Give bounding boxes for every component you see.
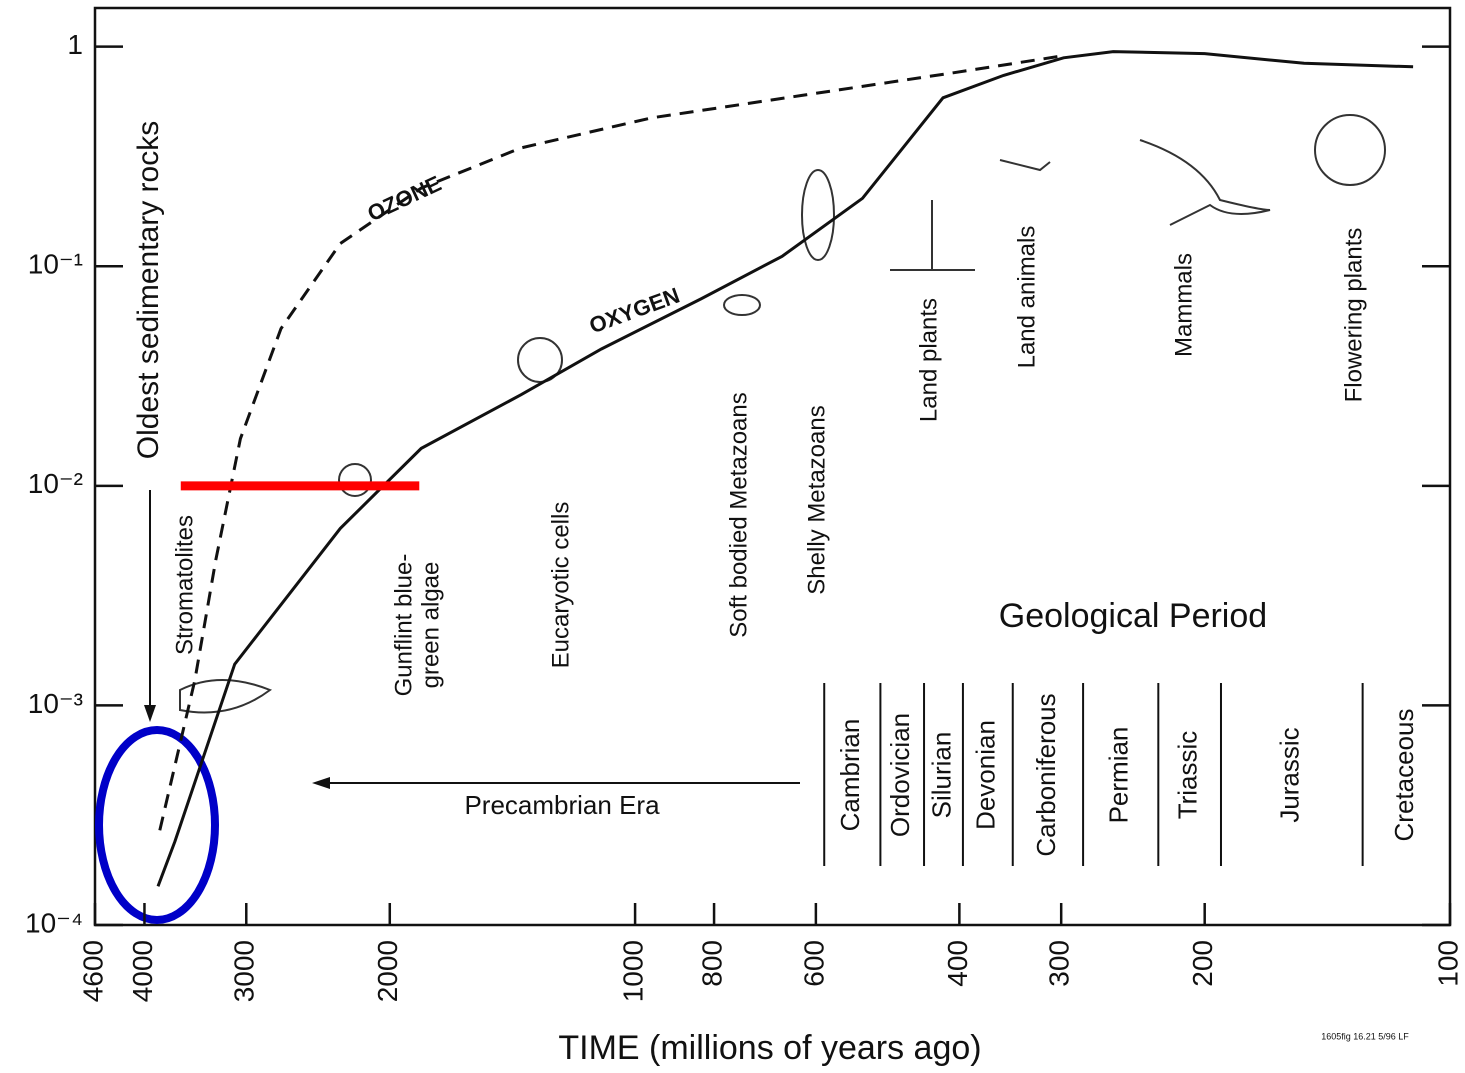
- y-tick-label: 10⁻¹: [28, 249, 83, 280]
- icon: [724, 295, 760, 315]
- annotation: 1605fig 16.21 5/96 LF: [1321, 1031, 1409, 1041]
- period-label: Devonian: [971, 720, 1001, 830]
- annotation: Oldest sedimentary rocks: [132, 121, 165, 459]
- period-label: Cretaceous: [1389, 709, 1419, 842]
- x-tick-label: 2000: [372, 940, 403, 1002]
- x-tick-label: 1000: [617, 940, 648, 1002]
- x-tick-label: 100: [1432, 940, 1463, 987]
- x-tick-label: 3000: [229, 940, 260, 1002]
- arrow-head: [312, 777, 330, 789]
- annotation: Land plants: [915, 298, 942, 422]
- series-line: [160, 56, 1064, 831]
- arrow-head: [144, 705, 156, 722]
- icon: [1140, 140, 1270, 225]
- x-tick-label: 400: [942, 940, 973, 987]
- icon: [802, 170, 834, 260]
- series-label: OXYGEN: [586, 283, 683, 339]
- icon: [1315, 115, 1385, 185]
- annotation: Mammals: [1170, 253, 1197, 357]
- x-axis-title: TIME (millions of years ago): [558, 1029, 981, 1067]
- icon: [890, 200, 975, 270]
- y-tick-label: 10⁻³: [28, 688, 83, 719]
- x-tick-label: 4000: [127, 940, 158, 1002]
- x-tick-label: 200: [1187, 940, 1218, 987]
- annotation: Shelly Metazoans: [803, 405, 830, 594]
- icon: [339, 464, 371, 496]
- period-label: Permian: [1104, 727, 1134, 824]
- period-label: Cambrian: [835, 719, 865, 832]
- x-tick-label: 600: [798, 940, 829, 987]
- period-label: Ordovician: [885, 713, 915, 837]
- page: {"chart_data": { "type": "line", "x_labe…: [0, 0, 1465, 1073]
- annotation: green algae: [417, 562, 444, 689]
- y-tick-label: 10⁻⁴: [25, 907, 83, 938]
- annotation: Eucaryotic cells: [547, 502, 574, 669]
- annotation: Precambrian Era: [464, 790, 660, 820]
- series-line: [158, 52, 1413, 887]
- y-tick-label: 10⁻²: [28, 468, 83, 499]
- x-tick-label: 4600: [77, 940, 108, 1002]
- annotation: Stromatolites: [171, 515, 198, 655]
- x-tick-label: 300: [1044, 940, 1075, 987]
- chart: TIME (millions of years ago) 10⁻⁴ 10⁻³ 10⁻…: [0, 0, 1465, 1073]
- annotation: Geological Period: [999, 597, 1267, 635]
- annotation: Gunflint blue-: [390, 554, 417, 697]
- period-label: Jurassic: [1275, 727, 1305, 822]
- period-label: Silurian: [926, 732, 956, 819]
- y-tick-label: 1: [67, 29, 83, 60]
- icon: [1000, 160, 1050, 170]
- period-label: Triassic: [1173, 731, 1203, 820]
- plot-frame: [95, 8, 1450, 925]
- period-label: Carboniferous: [1031, 693, 1061, 856]
- annotation: Land animals: [1013, 226, 1040, 369]
- series-label: OZONE: [364, 171, 445, 227]
- x-tick-label: 800: [696, 940, 727, 987]
- annotation: Flowering plants: [1340, 228, 1367, 403]
- highlight-ellipse: [99, 730, 215, 920]
- annotation: Soft bodied Metazoans: [725, 392, 752, 638]
